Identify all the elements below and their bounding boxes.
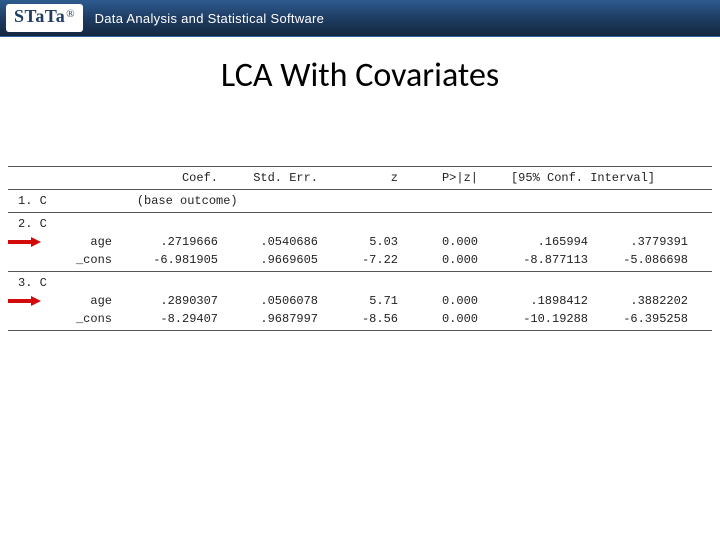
val-se: .0506078 <box>218 292 318 310</box>
stata-header-bar: STaTa ® Data Analysis and Statistical So… <box>0 0 720 37</box>
stata-logo: STaTa ® <box>6 4 83 32</box>
val-coef: .2890307 <box>118 292 218 310</box>
rule-bottom <box>8 330 712 331</box>
slide-title: LCA With Covariates <box>0 55 720 96</box>
hdr-p: P>|z| <box>398 169 478 187</box>
var-label: age <box>52 292 118 310</box>
val-p: 0.000 <box>398 292 478 310</box>
hdr-z: z <box>318 169 398 187</box>
table-row: age .2890307 .0506078 5.71 0.000 .189841… <box>8 292 712 310</box>
val-hi: -6.395258 <box>588 310 688 328</box>
group-2-label: 2. C <box>8 215 47 233</box>
group-2-label-row: 2. C <box>8 215 712 233</box>
val-se: .9669605 <box>218 251 318 269</box>
val-hi: .3882202 <box>588 292 688 310</box>
val-p: 0.000 <box>398 251 478 269</box>
val-se: .9687997 <box>218 310 318 328</box>
table-row: age .2719666 .0540686 5.03 0.000 .165994… <box>8 233 712 251</box>
val-coef: -6.981905 <box>118 251 218 269</box>
hdr-ci: [95% Conf. Interval] <box>478 169 688 187</box>
var-label: age <box>52 233 118 251</box>
highlight-arrow-icon <box>8 297 52 305</box>
logo-registered: ® <box>66 8 74 20</box>
hdr-coef: Coef. <box>118 169 218 187</box>
rule-top <box>8 166 712 167</box>
logo-text: STaTa <box>14 6 65 27</box>
hdr-se: Std. Err. <box>218 169 318 187</box>
var-label: _cons <box>52 251 118 269</box>
rule-g2 <box>8 271 712 272</box>
val-coef: .2719666 <box>118 233 218 251</box>
highlight-arrow-icon <box>8 238 52 246</box>
val-p: 0.000 <box>398 310 478 328</box>
val-z: 5.03 <box>318 233 398 251</box>
val-lo: -10.19288 <box>478 310 588 328</box>
val-lo: .165994 <box>478 233 588 251</box>
var-label: _cons <box>52 310 118 328</box>
column-headers: Coef. Std. Err. z P>|z| [95% Conf. Inter… <box>8 169 712 187</box>
table-row: _cons -6.981905 .9669605 -7.22 0.000 -8.… <box>8 251 712 269</box>
group-3-label-row: 3. C <box>8 274 712 292</box>
val-lo: .1898412 <box>478 292 588 310</box>
group-1-label-row: 1. C (base outcome) <box>8 192 712 210</box>
title-area: LCA With Covariates <box>0 37 720 106</box>
rule-hdr <box>8 189 712 190</box>
base-outcome-note: (base outcome) <box>137 192 238 210</box>
val-lo: -8.877113 <box>478 251 588 269</box>
val-p: 0.000 <box>398 233 478 251</box>
table-row: _cons -8.29407 .9687997 -8.56 0.000 -10.… <box>8 310 712 328</box>
rule-g1 <box>8 212 712 213</box>
group-1-label: 1. C <box>8 192 47 210</box>
val-hi: .3779391 <box>588 233 688 251</box>
stata-output: Coef. Std. Err. z P>|z| [95% Conf. Inter… <box>0 106 720 331</box>
val-se: .0540686 <box>218 233 318 251</box>
group-3-label: 3. C <box>8 274 47 292</box>
val-z: -7.22 <box>318 251 398 269</box>
header-tagline: Data Analysis and Statistical Software <box>95 11 325 26</box>
val-z: 5.71 <box>318 292 398 310</box>
val-z: -8.56 <box>318 310 398 328</box>
val-hi: -5.086698 <box>588 251 688 269</box>
val-coef: -8.29407 <box>118 310 218 328</box>
